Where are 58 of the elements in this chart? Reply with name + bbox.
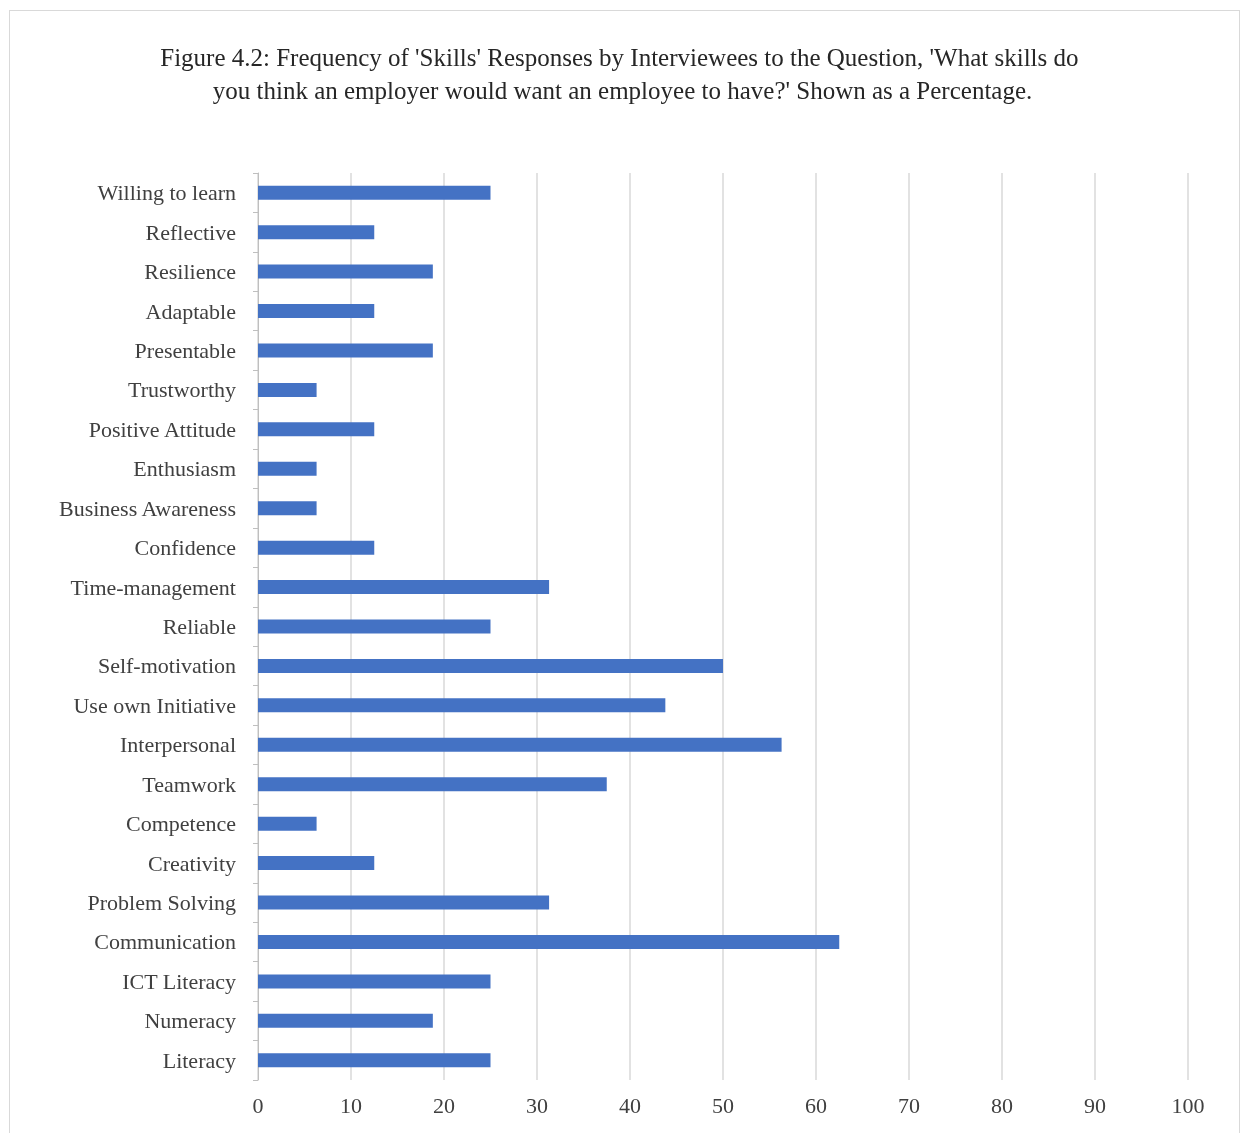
bar bbox=[258, 580, 550, 595]
x-tick-label: 90 bbox=[1084, 1092, 1106, 1118]
x-tick-label: 20 bbox=[433, 1092, 455, 1118]
x-tick-label: 100 bbox=[1171, 1092, 1205, 1118]
bar bbox=[258, 461, 317, 476]
bar bbox=[258, 974, 491, 989]
x-tick-label: 10 bbox=[340, 1092, 362, 1118]
y-tick-label: Problem Solving bbox=[87, 890, 236, 916]
bar bbox=[258, 1053, 491, 1068]
y-tick-label: Numeracy bbox=[144, 1008, 236, 1034]
bar bbox=[258, 619, 491, 634]
y-tick-label: Communication bbox=[94, 929, 236, 955]
bar bbox=[258, 934, 840, 949]
x-tick-label: 0 bbox=[252, 1092, 264, 1118]
y-tick-label: Willing to learn bbox=[97, 180, 236, 206]
y-tick-label: Reliable bbox=[162, 614, 236, 639]
bar bbox=[258, 264, 433, 279]
bar bbox=[258, 698, 666, 713]
bar bbox=[258, 737, 782, 752]
bar bbox=[258, 343, 433, 358]
x-tick-label: 80 bbox=[991, 1092, 1013, 1118]
y-tick-label: Reflective bbox=[145, 219, 236, 245]
y-tick-label: Confidence bbox=[134, 535, 236, 561]
y-tick-label: Teamwork bbox=[142, 771, 236, 797]
y-tick-label: ICT Literacy bbox=[122, 968, 236, 994]
y-tick-label: Positive Attitude bbox=[88, 416, 236, 442]
x-tick-label: 40 bbox=[619, 1092, 641, 1118]
y-tick-label: Business Awareness bbox=[58, 495, 236, 521]
bar bbox=[258, 225, 375, 240]
y-tick-label: Literacy bbox=[162, 1047, 236, 1073]
bar bbox=[258, 422, 375, 437]
bar bbox=[258, 1013, 433, 1028]
x-tick-label: 60 bbox=[805, 1092, 827, 1118]
bar bbox=[258, 540, 375, 555]
bar bbox=[258, 658, 723, 673]
bar bbox=[258, 777, 607, 792]
x-tick-label: 50 bbox=[712, 1092, 734, 1118]
y-tick-label: Time-management bbox=[70, 574, 236, 600]
y-tick-label: Competence bbox=[126, 811, 236, 837]
bar bbox=[258, 856, 375, 871]
bar bbox=[258, 895, 550, 910]
bar bbox=[258, 501, 317, 516]
x-tick-label: 70 bbox=[898, 1092, 920, 1118]
y-tick-label: Self-motivation bbox=[97, 653, 236, 679]
y-tick-label: Creativity bbox=[148, 850, 236, 876]
y-tick-label: Adaptable bbox=[145, 298, 236, 324]
y-tick-label: Resilience bbox=[144, 259, 236, 285]
x-tick-label: 30 bbox=[526, 1092, 548, 1118]
y-tick-label: Enthusiasm bbox=[133, 456, 236, 482]
y-tick-label: Presentable bbox=[134, 337, 236, 363]
bar bbox=[258, 185, 491, 200]
y-tick-label: Interpersonal bbox=[119, 732, 236, 758]
y-tick-label: Trustworthy bbox=[128, 377, 236, 403]
bar bbox=[258, 382, 317, 397]
bar bbox=[258, 816, 317, 831]
bar bbox=[258, 304, 375, 319]
chart-title: Figure 4.2: Frequency of 'Skills' Responses by Interviewees to the Question, 'What skills do you think an employer would want an employee to have?' Shown as a Percentage. bbox=[160, 44, 1085, 104]
y-tick-label: Use own Initiative bbox=[73, 692, 236, 718]
